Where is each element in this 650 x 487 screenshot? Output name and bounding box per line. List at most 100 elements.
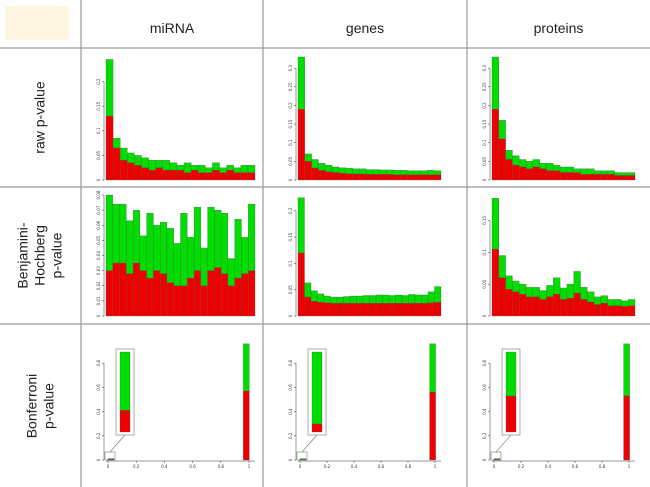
bar-significant-7 [345, 173, 353, 181]
inset-connector [495, 434, 512, 453]
x-tick-label-3: 0.6 [378, 464, 385, 469]
bar-significant-8 [546, 296, 554, 317]
bar-total-10 [176, 165, 185, 171]
bar-significant-3 [317, 302, 325, 317]
bar-total-16 [219, 167, 227, 173]
bar-total-1 [429, 343, 436, 393]
y-tick-label-0: 0 [482, 178, 487, 181]
bar-significant-12 [190, 170, 199, 181]
bar-total-6 [148, 160, 156, 171]
bar-significant-8 [352, 173, 360, 181]
bar-total-16 [401, 295, 409, 304]
bar-total-2 [120, 147, 128, 161]
bar-significant-6 [532, 296, 540, 317]
bar-total-17 [607, 299, 615, 306]
y-tick-label-5: 0.05 [96, 235, 101, 244]
bar-significant-5 [525, 168, 534, 181]
bar-significant-18 [614, 175, 622, 181]
bar-total-6 [532, 159, 540, 168]
y-tick-label-3: 0.6 [96, 384, 101, 391]
bar-total-0 [105, 194, 113, 271]
bar-significant-2 [311, 167, 319, 181]
bar-total-8 [546, 285, 554, 298]
y-tick-label-2: 0.4 [482, 408, 487, 415]
x-tick-label-2: 0.4 [545, 464, 552, 469]
bar-total-14 [200, 247, 208, 286]
bar-significant-17 [607, 174, 615, 181]
bar-total-0 [297, 197, 305, 254]
bar-significant-5 [525, 296, 534, 317]
bar-total-4 [323, 295, 331, 303]
bar-total-13 [382, 294, 390, 304]
bar-significant-5 [331, 172, 340, 181]
bar-total-6 [146, 212, 154, 279]
bar-significant-10 [362, 303, 370, 317]
y-tick-label-5: 0.25 [482, 82, 487, 91]
bar-significant-15 [399, 174, 408, 181]
bar-significant-2 [505, 289, 513, 317]
bar-significant-3 [318, 170, 326, 181]
bar-total-18 [227, 258, 235, 286]
y-tick-label-4: 0.8 [288, 360, 293, 367]
y-tick-label-0: 0 [288, 178, 293, 181]
bar-significant-18 [614, 305, 622, 317]
bar-significant-8 [162, 170, 171, 181]
bar-significant-13 [580, 299, 588, 317]
bar-significant-16 [406, 174, 414, 181]
bar-total-3 [512, 280, 520, 292]
bar-total-6 [532, 287, 540, 298]
bar-total-2 [505, 150, 513, 160]
row-header-bh-line-1: Benjamini- [14, 222, 31, 289]
bar-significant-11 [369, 303, 377, 317]
bar-total-19 [421, 294, 429, 304]
bar-total-19 [427, 170, 435, 175]
y-tick-label-2: 0.1 [288, 139, 293, 146]
y-tick-label-0: 0 [482, 458, 487, 461]
bar-significant-15 [593, 304, 602, 317]
bar-significant-13 [386, 174, 394, 181]
bar-total-17 [226, 165, 234, 171]
bar-total-14 [587, 291, 595, 303]
bar-total-8 [546, 163, 554, 171]
bar-total-2 [505, 275, 513, 290]
bar-significant-19 [234, 278, 242, 317]
y-tick-label-3: 0.15 [288, 119, 293, 128]
bar-total-2 [311, 159, 319, 169]
y-tick-label-1: 0.2 [96, 432, 101, 439]
x-tick-label-2: 0.4 [351, 464, 358, 469]
bar-total-20 [628, 172, 636, 176]
bar-total-13 [386, 169, 394, 175]
y-tick-label-4: 0.04 [96, 251, 101, 260]
bar-significant-2 [505, 159, 513, 181]
y-tick-label-3: 0.6 [482, 384, 487, 391]
bar-total-17 [607, 170, 615, 175]
bar-total-21 [248, 203, 256, 271]
histogram-raw-proteins: 0 0.05 0.1 0.15 0.2 0.25 0.3 [482, 56, 636, 181]
x-tick-label-1: 0.2 [518, 464, 525, 469]
y-tick-label-4: 0.2 [96, 78, 101, 85]
bar-significant-16 [600, 303, 608, 317]
bar-total-1 [112, 138, 121, 149]
bar-significant-6 [146, 278, 154, 317]
bar-total-17 [408, 294, 416, 304]
bar-total-12 [379, 169, 387, 175]
x-tick-label-4: 0.8 [599, 464, 606, 469]
inset-connector [109, 434, 126, 453]
bar-total-1 [304, 282, 312, 298]
bar-significant-11 [566, 172, 574, 181]
inset-bar-total [505, 351, 517, 397]
bar-total-4 [134, 155, 142, 166]
row-header-bonferroni-line-1: Bonferroni [23, 373, 40, 438]
bar-significant-9 [553, 170, 561, 181]
bar-total-0 [297, 56, 305, 110]
histogram-raw-mirna: 0 0.05 0.1 0.15 0.2 [96, 59, 256, 181]
x-tick-label-0: 0 [299, 464, 302, 469]
histogram-bonferroni-proteins: 0 0.2 0.4 0.6 0.8 0 0.2 0.4 0.6 0.8 1 [482, 343, 635, 469]
y-tick-label-3: 0.15 [96, 101, 101, 110]
inset-bar-significant [119, 410, 131, 433]
y-tick-label-1: 0.2 [288, 432, 293, 439]
bar-significant-0 [297, 252, 305, 317]
bar-significant-17 [408, 303, 416, 317]
y-tick-label-2: 0.02 [96, 281, 101, 290]
bar-significant-17 [220, 273, 229, 317]
